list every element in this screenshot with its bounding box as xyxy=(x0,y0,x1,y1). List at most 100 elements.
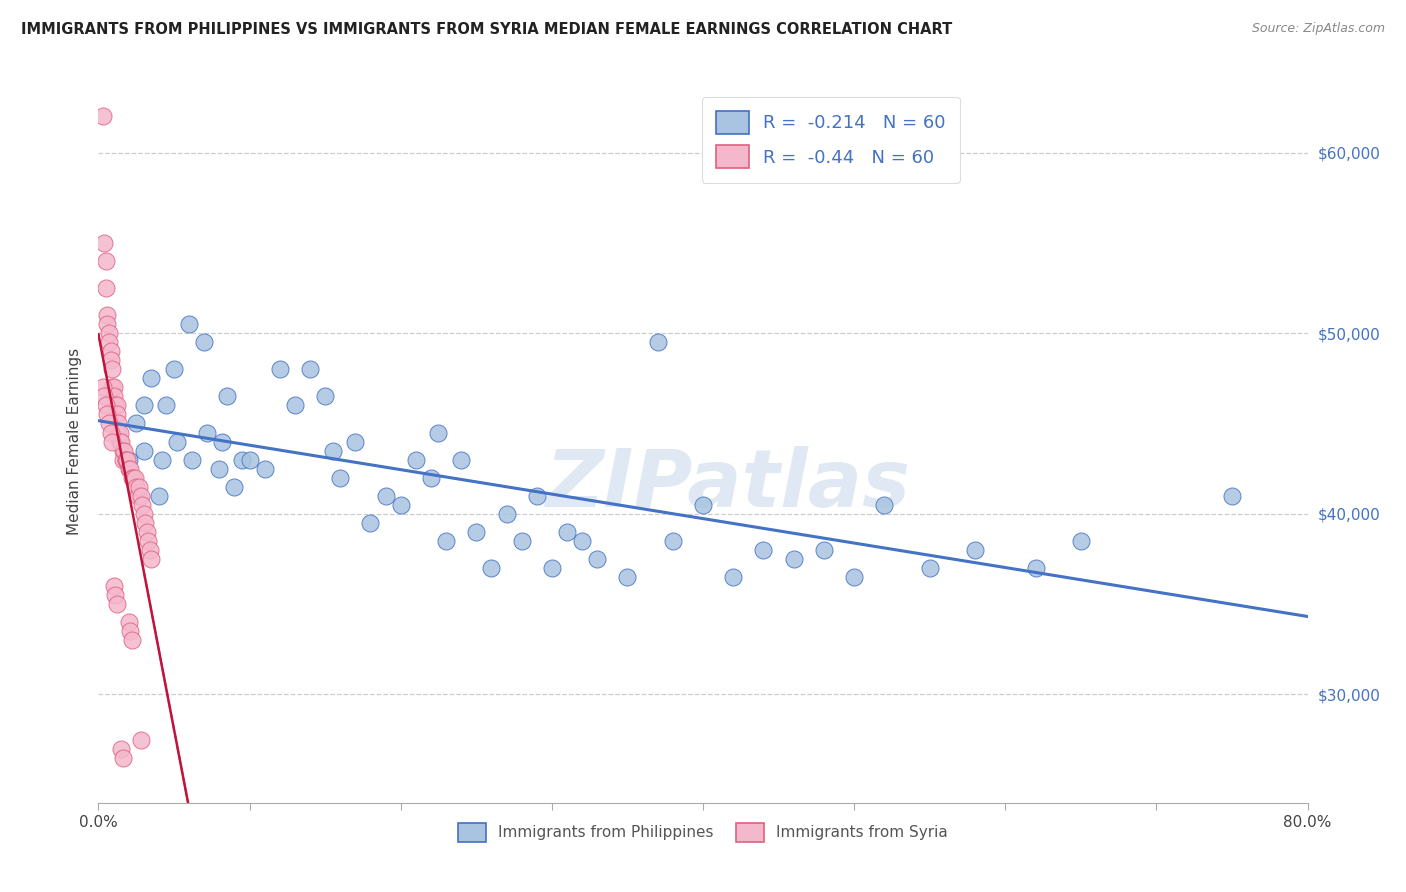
Point xyxy=(253,461,276,475)
Point xyxy=(125,480,148,494)
Point xyxy=(314,389,336,403)
Point xyxy=(148,489,170,503)
Point xyxy=(91,109,114,123)
Point xyxy=(115,452,138,467)
Point xyxy=(434,533,457,548)
Point xyxy=(813,542,835,557)
Point xyxy=(918,561,941,575)
Point xyxy=(101,362,124,376)
Point xyxy=(124,471,146,485)
Point xyxy=(134,516,156,530)
Point xyxy=(155,398,177,412)
Point xyxy=(100,353,122,368)
Point xyxy=(1220,489,1243,503)
Point xyxy=(163,362,186,376)
Point xyxy=(111,443,134,458)
Point xyxy=(101,434,124,449)
Point xyxy=(94,398,117,412)
Point xyxy=(108,425,131,440)
Point xyxy=(91,380,114,394)
Point xyxy=(127,489,149,503)
Text: Source: ZipAtlas.com: Source: ZipAtlas.com xyxy=(1251,22,1385,36)
Point xyxy=(103,389,125,403)
Point xyxy=(239,452,262,467)
Point xyxy=(344,434,367,449)
Point xyxy=(129,489,152,503)
Point xyxy=(450,452,472,467)
Point xyxy=(420,471,443,485)
Point xyxy=(555,524,578,539)
Point xyxy=(166,434,188,449)
Point xyxy=(752,542,775,557)
Point xyxy=(103,579,125,593)
Point xyxy=(510,533,533,548)
Point xyxy=(94,253,117,268)
Point xyxy=(540,561,562,575)
Point xyxy=(93,389,115,403)
Point xyxy=(118,615,141,630)
Point xyxy=(427,425,450,440)
Point xyxy=(135,524,157,539)
Point xyxy=(193,335,215,350)
Point xyxy=(723,570,745,584)
Point xyxy=(360,516,382,530)
Point xyxy=(208,461,231,475)
Point xyxy=(101,380,124,394)
Point xyxy=(121,471,143,485)
Legend: Immigrants from Philippines, Immigrants from Syria: Immigrants from Philippines, Immigrants … xyxy=(450,815,956,849)
Point xyxy=(150,452,173,467)
Point xyxy=(128,480,150,494)
Point xyxy=(120,461,142,475)
Point xyxy=(231,452,253,467)
Point xyxy=(96,308,118,322)
Point xyxy=(571,533,593,548)
Point xyxy=(299,362,322,376)
Point xyxy=(389,498,412,512)
Point xyxy=(136,533,159,548)
Point xyxy=(141,552,163,566)
Point xyxy=(120,624,142,639)
Point xyxy=(105,398,128,412)
Point xyxy=(224,480,246,494)
Point xyxy=(783,552,806,566)
Point xyxy=(111,452,134,467)
Point xyxy=(965,542,987,557)
Y-axis label: Median Female Earnings: Median Female Earnings xyxy=(66,348,82,535)
Point xyxy=(405,452,427,467)
Point xyxy=(211,434,233,449)
Point xyxy=(96,408,118,422)
Point xyxy=(269,362,291,376)
Point xyxy=(141,371,163,385)
Point xyxy=(114,452,136,467)
Point xyxy=(1070,533,1092,548)
Point xyxy=(132,443,155,458)
Point xyxy=(131,498,153,512)
Point xyxy=(129,732,152,747)
Point xyxy=(105,597,128,611)
Point xyxy=(495,507,517,521)
Point xyxy=(98,417,121,431)
Point xyxy=(104,398,127,412)
Point xyxy=(121,633,143,648)
Point xyxy=(586,552,609,566)
Point xyxy=(107,417,129,431)
Point xyxy=(139,542,162,557)
Point xyxy=(93,235,115,250)
Point xyxy=(107,425,129,440)
Point xyxy=(111,750,134,764)
Point xyxy=(132,507,155,521)
Point xyxy=(98,335,121,350)
Point xyxy=(94,281,117,295)
Point xyxy=(661,533,683,548)
Point xyxy=(118,461,141,475)
Point xyxy=(692,498,714,512)
Point xyxy=(100,425,122,440)
Point xyxy=(1024,561,1046,575)
Point xyxy=(105,408,128,422)
Point xyxy=(96,317,118,331)
Point xyxy=(103,380,125,394)
Point xyxy=(616,570,638,584)
Point xyxy=(132,398,155,412)
Point xyxy=(844,570,866,584)
Point xyxy=(110,434,132,449)
